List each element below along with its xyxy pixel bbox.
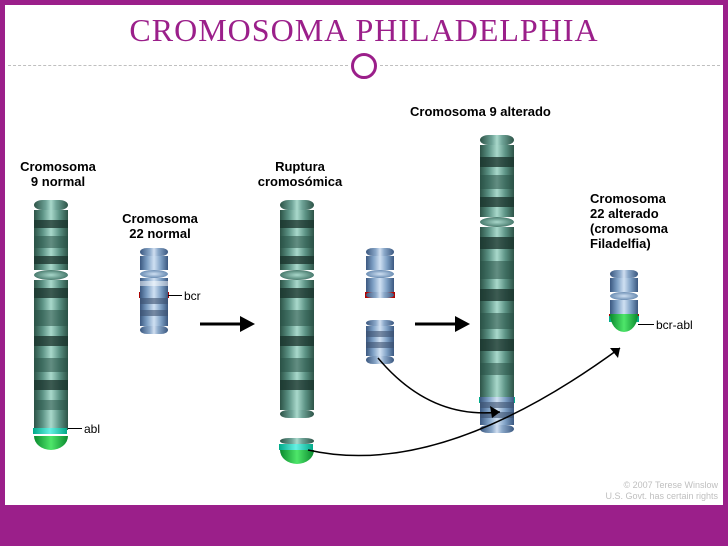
bcr-abl-tick bbox=[638, 324, 654, 325]
ornament-line-left bbox=[8, 65, 348, 66]
label-c9-normal: Cromosoma 9 normal bbox=[8, 160, 108, 190]
label-ruptura: Ruptura cromosómica bbox=[240, 160, 360, 190]
title-ornament bbox=[0, 53, 728, 83]
bcr-label: bcr bbox=[184, 289, 201, 303]
copyright-text: © 2007 Terese Winslow U.S. Govt. has cer… bbox=[605, 480, 718, 502]
abl-tick bbox=[68, 428, 82, 429]
abl-label: abl bbox=[84, 422, 100, 436]
diagram-stage: Cromosoma 9 normal Cromosoma 22 normal R… bbox=[10, 120, 718, 486]
chromosome-22-broken bbox=[366, 248, 394, 298]
process-arrow-1 bbox=[200, 312, 255, 336]
ornament-circle bbox=[351, 53, 377, 79]
footer-bar bbox=[5, 505, 723, 541]
label-c22-normal: Cromosoma 22 normal bbox=[110, 212, 210, 242]
chromosome-22-philadelphia bbox=[610, 270, 638, 332]
chromosome-9-normal bbox=[34, 200, 68, 450]
ornament-line-right bbox=[380, 65, 720, 66]
bcr-abl-label: bcr-abl bbox=[656, 318, 693, 332]
translocation-arrow-to-c9 bbox=[370, 350, 520, 440]
bcr-tick bbox=[168, 295, 182, 296]
label-c22-alt: Cromosoma 22 alterado (cromosoma Filadel… bbox=[590, 192, 700, 252]
chromosome-22-normal bbox=[140, 248, 168, 334]
label-c9-alt: Cromosoma 9 alterado bbox=[410, 105, 590, 120]
abl-band-c9normal bbox=[33, 428, 67, 434]
